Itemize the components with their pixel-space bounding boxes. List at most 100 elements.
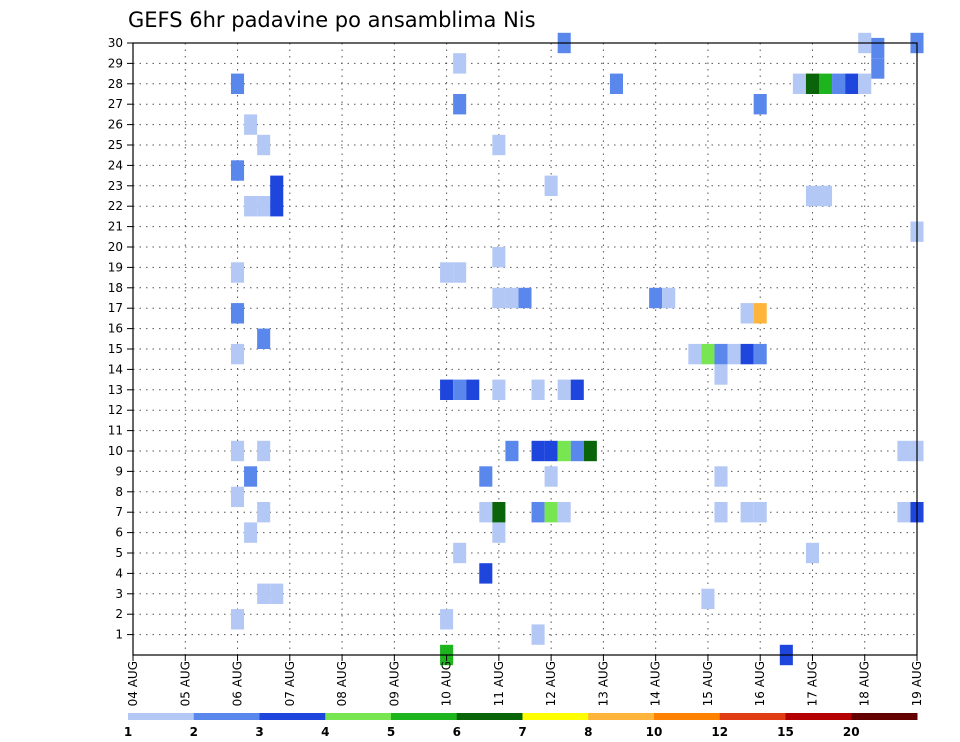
precipitation-cell [714,364,728,385]
y-tick-label: 26 [108,118,123,132]
precipitation-cell [805,542,819,564]
precipitation-cell [740,502,754,523]
precipitation-cell [714,502,728,523]
legend-label: 3 [255,725,263,739]
y-tick-label: 24 [108,158,123,172]
precipitation-cell [492,502,506,523]
y-tick-label: 16 [108,322,123,336]
legend-swatch [785,713,852,720]
legend-label: 6 [453,725,461,739]
precipitation-cell [740,343,754,365]
precipitation-cell [244,196,258,217]
legend-swatch [654,713,721,720]
precipitation-cell [440,609,454,630]
precipitation-cell [479,563,493,584]
precipitation-cell [557,502,571,523]
x-tick-label: 04 AUG [126,661,140,706]
x-tick-label: 06 AUG [231,661,245,706]
precipitation-cell [257,196,271,217]
legend-swatch [128,713,195,720]
precipitation-cell [662,287,676,309]
legend-swatch [325,713,392,720]
precipitation-cell [257,134,271,156]
y-tick-label: 6 [115,526,123,540]
precipitation-cell [531,379,545,400]
precipitation-cell [897,440,911,462]
precipitation-cell [231,609,245,630]
legend-label: 12 [711,725,728,739]
y-tick-label: 11 [108,424,123,438]
y-tick-label: 25 [108,138,123,152]
precipitation-cell [270,175,284,196]
precipitation-cell [518,287,532,309]
precipitation-cell [453,53,467,74]
precipitation-cells [231,32,924,666]
y-tick-label: 13 [108,383,123,397]
y-tick-label: 20 [108,240,123,254]
y-tick-label: 15 [108,342,123,356]
precipitation-cell [570,440,584,462]
precipitation-cell [544,440,558,462]
y-tick-label: 27 [108,97,123,111]
x-axis: 04 AUG 05 AUG 06 AUG 07 AUG 08 AUG 09 AUG 10 A… [126,655,924,706]
precipitation-cell [531,624,545,645]
y-tick-label: 18 [108,281,123,295]
precipitation-cell [231,160,245,181]
y-tick-label: 30 [108,36,123,50]
legend-label: 1 [124,725,132,739]
y-tick-label: 28 [108,77,123,91]
precipitation-cell [727,343,741,365]
precipitation-cell [701,588,715,610]
precipitation-cell [805,73,819,94]
precipitation-cell [231,440,245,462]
precipitation-cell [544,502,558,523]
precipitation-cell [453,94,467,115]
precipitation-cell [270,196,284,217]
y-tick-label: 7 [115,505,123,519]
precipitation-cell [688,343,702,365]
chart-title: GEFS 6hr padavine po ansamblima Nis [128,8,536,32]
y-tick-label: 2 [115,607,123,621]
precipitation-cell [609,73,623,94]
precipitation-cell [479,466,493,487]
precipitation-cell [531,502,545,523]
y-tick-label: 17 [108,301,123,315]
y-tick-label: 23 [108,179,123,193]
y-tick-label: 9 [115,464,123,478]
x-tick-label: 09 AUG [387,661,401,706]
legend-swatch [259,713,326,720]
x-tick-label: 16 AUG [753,661,767,706]
y-tick-label: 4 [115,566,123,580]
precipitation-cell [819,185,833,207]
precipitation-cell [792,73,806,94]
x-tick-label: 18 AUG [858,661,872,706]
legend-label: 4 [321,725,329,739]
x-tick-label: 15 AUG [701,661,715,706]
legend-swatch [193,713,260,720]
x-tick-label: 19 AUG [910,661,924,706]
precipitation-cell [753,502,767,523]
precipitation-cell [453,379,467,400]
precipitation-cell [753,343,767,365]
x-tick-label: 05 AUG [178,661,192,706]
y-tick-label: 5 [115,546,123,560]
legend-swatch [851,713,918,720]
precipitation-cell [805,185,819,207]
precipitation-cell [479,502,493,523]
y-tick-label: 19 [108,260,123,274]
x-tick-label: 13 AUG [596,661,610,706]
legend-label: 7 [518,725,526,739]
precipitation-cell [270,583,284,604]
precipitation-cell [714,466,728,487]
precipitation-cell [871,37,885,59]
precipitation-cell [244,522,258,543]
precipitation-cell [492,379,506,400]
y-tick-label: 29 [108,56,123,70]
x-tick-label: 17 AUG [805,661,819,706]
legend: 1 2 3 4 5 6 7 8 10 12 15 20 [124,713,918,739]
precipitation-cell [231,262,245,283]
precipitation-cell [753,94,767,115]
precipitation-cell [440,262,454,283]
precipitation-cell [701,343,715,365]
